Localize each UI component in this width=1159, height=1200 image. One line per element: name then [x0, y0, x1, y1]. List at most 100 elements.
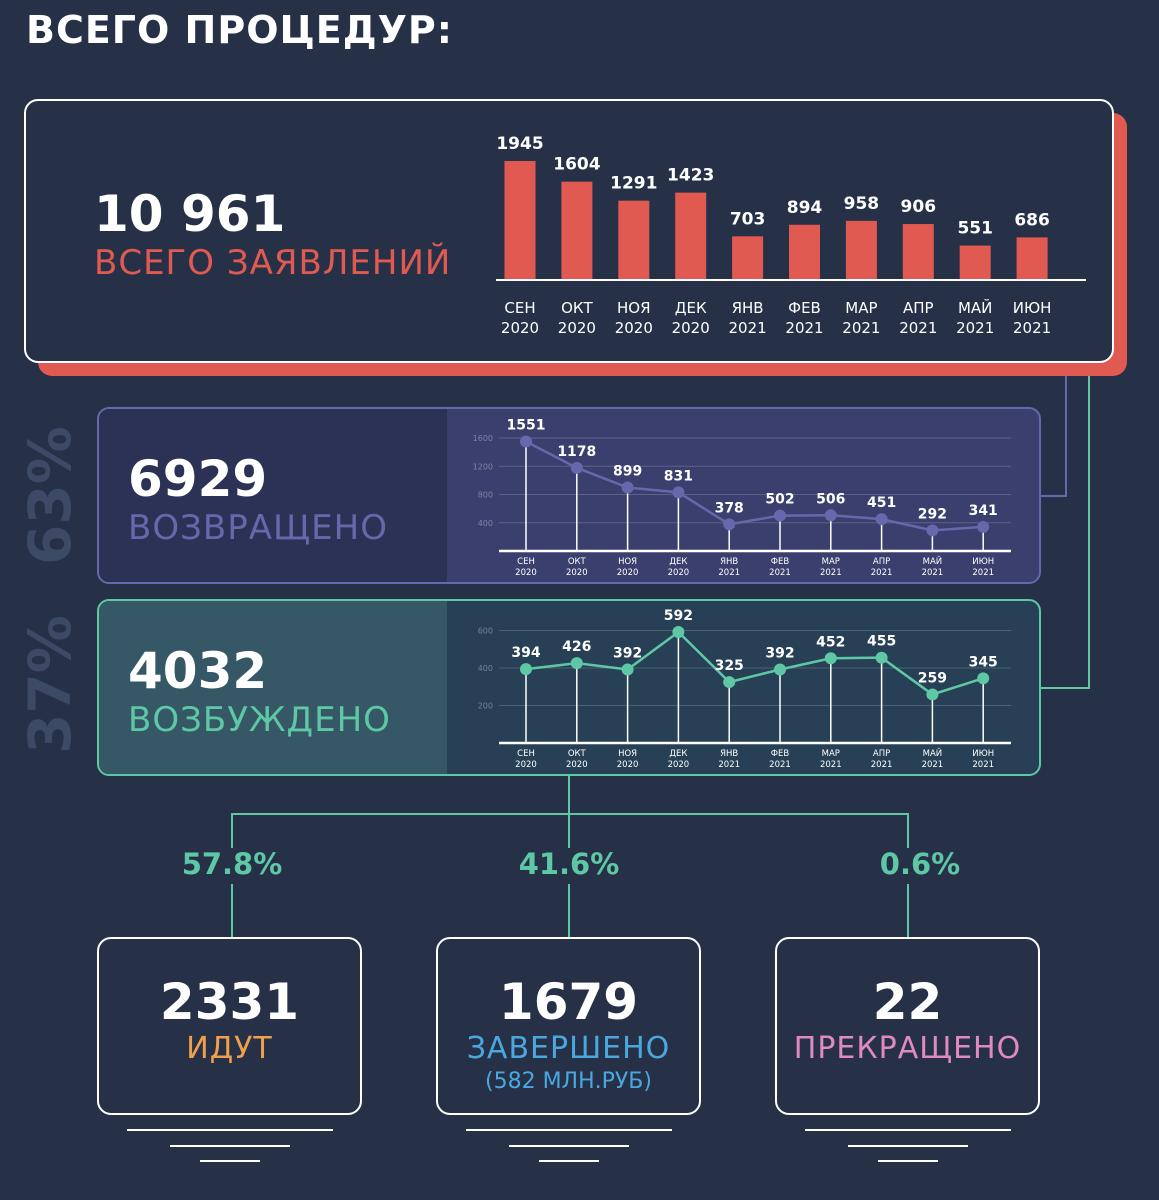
- box-stand-line: [170, 1145, 290, 1147]
- bar-value-label: 906: [901, 197, 937, 217]
- x-tick-label: ДЕК: [669, 557, 687, 567]
- x-tick-label: НОЯ: [618, 557, 637, 567]
- point-value-label: 831: [664, 468, 693, 484]
- y-tick-label: 400: [478, 519, 493, 528]
- x-tick-label: ДЕК: [675, 299, 707, 317]
- bar-value-label: 1291: [610, 174, 657, 194]
- x-tick-label: 2021: [785, 319, 823, 337]
- outcome-label: ПРЕКРАЩЕНО: [793, 1031, 1022, 1066]
- returned-value: 6929: [128, 450, 268, 508]
- bar: [789, 224, 820, 279]
- x-tick-label: 2021: [871, 568, 893, 578]
- data-point: [875, 651, 888, 664]
- x-tick-label: 2021: [729, 319, 767, 337]
- x-tick-label: НОЯ: [618, 749, 637, 759]
- data-point: [723, 518, 736, 531]
- y-tick-label: 1600: [473, 434, 493, 443]
- y-tick-label: 800: [478, 491, 493, 500]
- bar: [675, 192, 707, 279]
- x-tick-label: 2021: [769, 568, 791, 578]
- x-tick-label: ОКТ: [568, 557, 587, 567]
- x-tick-label: ЯНВ: [720, 749, 738, 759]
- bar: [845, 220, 877, 279]
- x-tick-label: 2021: [871, 760, 893, 770]
- x-tick-label: МАЙ: [923, 555, 943, 567]
- x-tick-label: 2020: [558, 319, 596, 337]
- y-tick-label: 1200: [473, 462, 493, 471]
- series-line: [525, 440, 984, 532]
- x-tick-label: 2020: [566, 760, 588, 770]
- point-value-label: 426: [562, 639, 591, 655]
- x-tick-label: 2021: [922, 760, 944, 770]
- x-tick-label: 2021: [899, 319, 937, 337]
- x-tick-label: 2021: [842, 319, 880, 337]
- x-tick-label: СЕН: [517, 557, 535, 567]
- data-point: [621, 663, 634, 676]
- x-tick-label: 2020: [566, 568, 588, 578]
- returned-summary: 6929 ВОЗВРАЩЕНО: [99, 409, 447, 582]
- data-point: [723, 676, 736, 689]
- y-tick-label: 600: [478, 627, 493, 636]
- x-tick-label: НОЯ: [617, 299, 651, 317]
- point-value-label: 392: [613, 646, 642, 662]
- box-stand-line: [466, 1129, 672, 1131]
- bar: [504, 161, 536, 279]
- x-tick-label: 2021: [972, 760, 994, 770]
- data-point: [824, 652, 837, 665]
- x-tick-label: 2021: [1013, 319, 1051, 337]
- point-value-label: 455: [867, 634, 896, 650]
- outcome-value: 22: [872, 973, 943, 1031]
- x-tick-label: АПР: [873, 749, 890, 759]
- data-point: [570, 657, 583, 670]
- data-point: [875, 513, 888, 526]
- x-tick-label: ФЕВ: [788, 299, 821, 317]
- data-point: [621, 481, 634, 494]
- returned-share: 63%: [16, 426, 84, 565]
- point-value-label: 451: [867, 495, 896, 511]
- point-value-label: 378: [715, 500, 744, 516]
- x-tick-label: 2021: [922, 568, 944, 578]
- outcome-pct-terminated: 0.6%: [879, 847, 961, 881]
- bar-value-label: 686: [1014, 210, 1050, 230]
- outcome-value: 2331: [159, 973, 300, 1031]
- x-tick-label: МАР: [822, 557, 840, 567]
- x-tick-label: ФЕВ: [771, 749, 790, 759]
- data-point: [570, 461, 583, 474]
- box-stand-line: [539, 1160, 599, 1162]
- point-value-label: 506: [816, 491, 845, 507]
- point-value-label: 341: [969, 503, 998, 519]
- data-point: [672, 486, 685, 499]
- x-tick-label: СЕН: [504, 299, 535, 317]
- point-value-label: 259: [918, 670, 947, 686]
- box-stand-line: [509, 1145, 629, 1147]
- bar-value-label: 551: [957, 219, 993, 239]
- point-value-label: 392: [765, 646, 794, 662]
- y-tick-label: 200: [478, 702, 493, 711]
- x-tick-label: ИЮН: [972, 749, 994, 759]
- x-tick-label: ДЕК: [669, 749, 687, 759]
- bar-value-label: 1604: [553, 155, 600, 175]
- point-value-label: 1551: [507, 418, 546, 434]
- outcome-box-terminated: 22 ПРЕКРАЩЕНО: [775, 937, 1040, 1115]
- point-value-label: 899: [613, 464, 642, 480]
- x-tick-label: 2020: [501, 319, 539, 337]
- x-tick-label: 2021: [718, 568, 740, 578]
- outcome-value: 1679: [498, 973, 639, 1031]
- bar: [902, 224, 934, 279]
- total-panel: 10 961 ВСЕГО ЗАЯВЛЕНИЙ 1945 СЕН 2020 1604 ОК…: [24, 99, 1114, 363]
- point-value-label: 1178: [557, 444, 596, 460]
- x-tick-label: 2020: [617, 568, 639, 578]
- x-tick-label: АПР: [873, 557, 890, 567]
- total-label: ВСЕГО ЗАЯВЛЕНИЙ: [94, 243, 452, 283]
- point-value-label: 325: [715, 658, 744, 674]
- x-tick-label: МАР: [822, 749, 840, 759]
- x-tick-label: ИЮН: [1013, 299, 1052, 317]
- initiated-panel: 4032 ВОЗБУЖДЕНО 200 400 600 394 СЕН 2020 426 ОК…: [97, 599, 1041, 776]
- bar: [732, 236, 764, 279]
- applications-bar-chart: 1945 СЕН 2020 1604 ОКТ 2020 1291 НОЯ 2020 1423 ДЕК…: [496, 134, 1086, 337]
- x-tick-label: 2020: [615, 319, 653, 337]
- x-tick-label: 2021: [718, 760, 740, 770]
- data-point: [824, 509, 837, 522]
- outcome-label: ИДУТ: [186, 1031, 273, 1066]
- data-point: [520, 435, 532, 448]
